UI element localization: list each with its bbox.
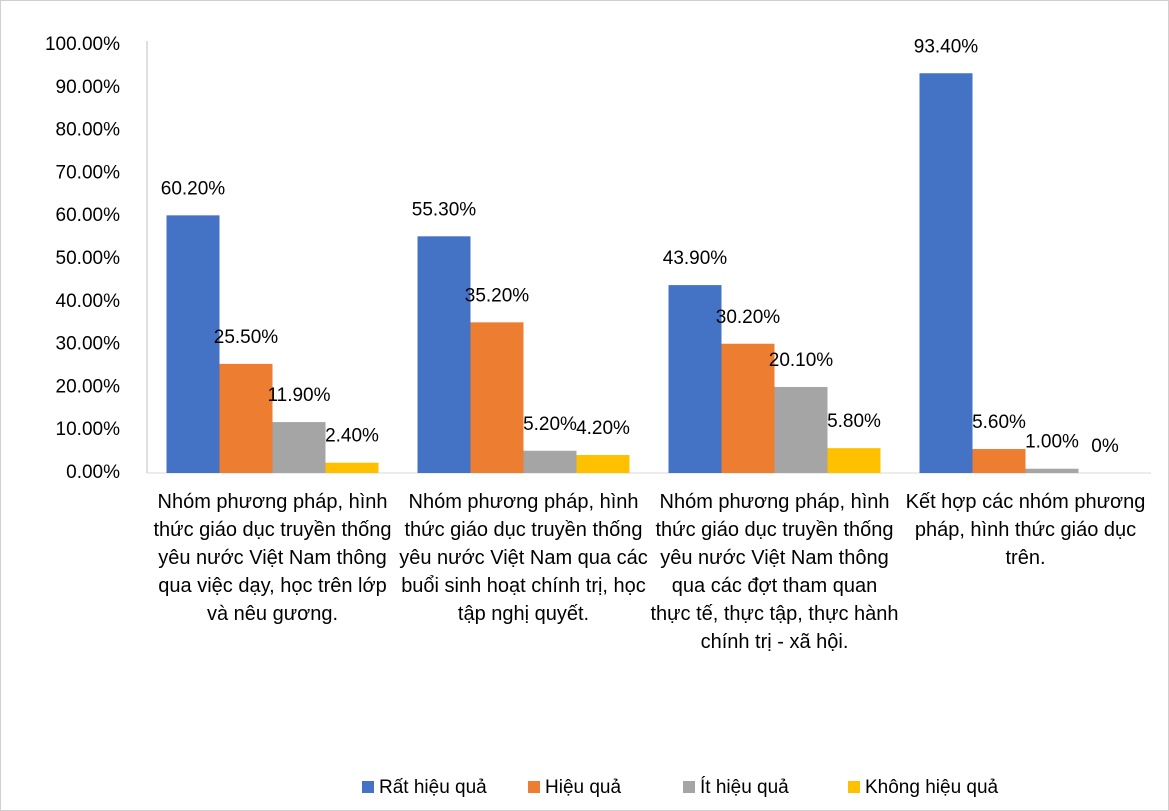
data-label: 2.40% [325,426,379,447]
data-label: 4.20% [576,418,630,439]
bar [919,73,973,474]
bar [523,450,577,473]
bar [272,422,326,473]
y-tick-label: 40.00% [56,291,121,312]
y-tick-label: 0.00% [66,462,120,483]
y-tick-label: 70.00% [56,162,121,183]
bar [774,386,828,473]
bar [417,236,471,473]
bar [827,448,881,473]
data-label: 93.40% [914,36,979,57]
legend-label: Ít hiệu quả [700,777,789,798]
data-label: 5.80% [827,411,881,432]
bar [972,449,1026,473]
bar [470,322,524,473]
data-label: 30.20% [716,307,781,328]
legend-label: Hiệu quả [545,777,621,798]
x-tick-label: Nhóm phương pháp, hình thức giáo dục tru… [399,491,648,625]
y-tick-label: 90.00% [56,77,121,98]
bar [166,215,220,473]
data-label: 43.90% [663,248,728,269]
bar [576,455,630,473]
y-tick-label: 60.00% [56,205,121,226]
data-label: 55.30% [412,199,477,220]
bar [721,343,775,473]
x-tick-label: Kết hợp các nhóm phương pháp, hình thức … [905,491,1146,569]
data-label: 5.20% [523,414,577,435]
bar [668,285,722,473]
x-tick-label: Nhóm phương pháp, hình thức giáo dục tru… [153,491,392,625]
data-label: 5.60% [972,412,1026,433]
legend-swatch [848,781,860,793]
y-tick-label: 20.00% [56,376,121,397]
legend-swatch [683,781,695,793]
data-label: 25.50% [214,327,279,348]
y-tick-label: 100.00% [45,34,120,55]
y-tick-label: 10.00% [56,419,121,440]
data-label: 60.20% [161,178,226,199]
data-label: 20.10% [769,350,834,371]
data-label: 11.90% [267,385,330,406]
y-tick-label: 80.00% [56,120,121,141]
legend-swatch [528,781,540,793]
bar [219,363,273,473]
data-label: 0% [1091,436,1119,457]
data-label: 35.20% [465,285,530,306]
legend-label: Không hiệu quả [865,777,999,798]
bar [1025,468,1079,473]
bar [325,462,379,473]
legend-swatch [362,781,374,793]
y-tick-label: 30.00% [56,334,121,355]
y-tick-label: 50.00% [56,248,121,269]
x-tick-label: Nhóm phương pháp, hình thức giáo dục tru… [650,491,899,653]
data-label: 1.00% [1025,432,1079,453]
legend-label: Rất hiệu quả [379,777,487,798]
